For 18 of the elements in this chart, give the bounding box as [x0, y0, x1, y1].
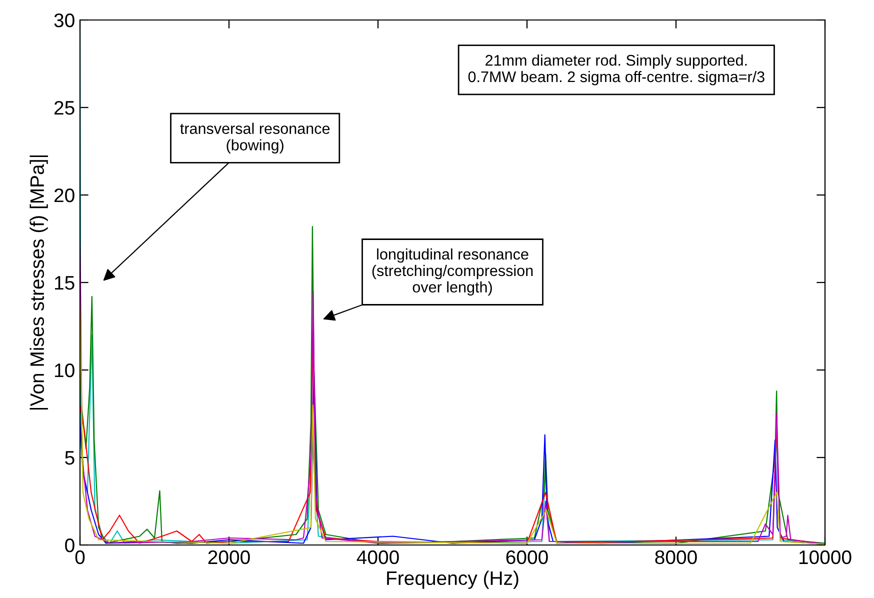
x-tick-label: 6000 — [506, 550, 548, 564]
annotation: longitudinal resonance (stretching/compression over length) — [372, 248, 533, 296]
annotation: transversal resonance (bowing) — [180, 122, 330, 154]
y-tick-label: 25 — [54, 100, 74, 115]
annotation: 21mm diameter rod. Simply supported. 0.7MW beam. 2 sigma off-centre. sigma=r/3 — [468, 54, 764, 86]
x-tick-label: 4000 — [356, 550, 399, 564]
y-tick-label: 5 — [65, 451, 74, 465]
y-tick-label: 0 — [65, 538, 74, 552]
y-tick-label: 30 — [54, 13, 74, 28]
y-tick-label: 10 — [54, 363, 74, 378]
x-tick-label: 8000 — [655, 550, 697, 564]
x-tick-label: 2000 — [208, 550, 250, 564]
y-tick-label: 20 — [54, 188, 74, 202]
x-axis-title: Frequency (Hz) — [387, 570, 518, 589]
x-tick-label: 0 — [75, 550, 85, 564]
y-axis-title: |Von Mises stresses (f) [MPa]| — [30, 155, 48, 410]
y-tick-label: 15 — [54, 276, 74, 290]
x-tick-label: 10000 — [799, 550, 852, 564]
